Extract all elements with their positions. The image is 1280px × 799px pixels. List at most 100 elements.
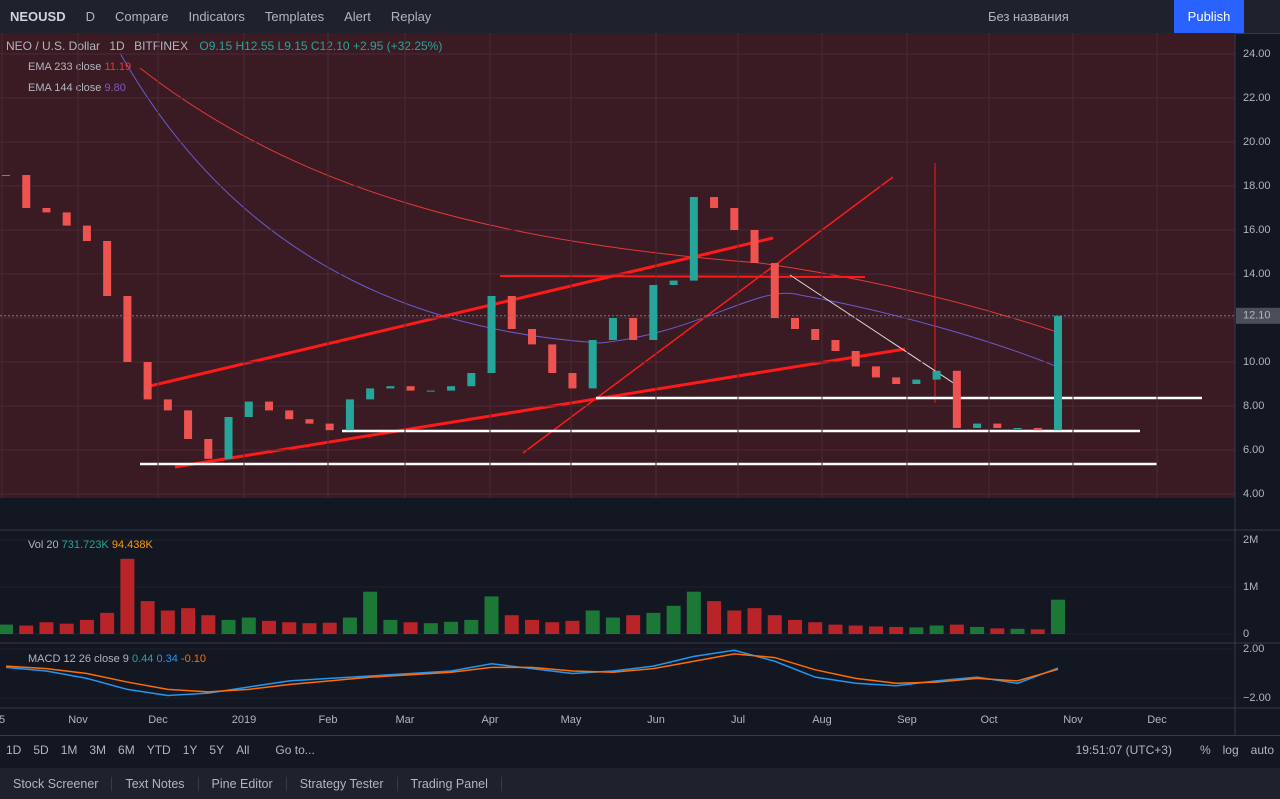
y-tick-label: 2.00 [1243, 643, 1264, 655]
volume-bar [585, 610, 600, 634]
toolbar: NEOUSD D Compare Indicators Templates Alert… [0, 0, 1280, 34]
y-tick-label: 2M [1243, 534, 1258, 546]
candle [912, 379, 921, 384]
candle [831, 340, 840, 351]
volume-bar [100, 612, 115, 634]
volume-bar [868, 626, 883, 634]
range-button[interactable]: All [236, 743, 250, 757]
scale-option[interactable]: % [1199, 743, 1211, 757]
ema-233 [139, 67, 1061, 334]
toolbar-button[interactable]: Replay [390, 9, 432, 24]
trend-line [789, 274, 959, 387]
volume-bar [828, 624, 843, 634]
tab-bar: Stock Screener Text Notes Pine Editor Strat… [0, 768, 1280, 799]
y-tick-label: 4.00 [1243, 488, 1264, 500]
candle [224, 417, 233, 459]
candle [710, 197, 719, 208]
y-tick-label: 0 [1243, 628, 1249, 640]
candle [123, 296, 132, 362]
interval[interactable]: D [85, 9, 96, 24]
ema-value: 11.19 [104, 61, 131, 73]
volume-bar [605, 617, 620, 634]
volume-bar [342, 617, 357, 634]
candle [770, 263, 779, 318]
volume-bar [909, 627, 924, 634]
volume-bar [403, 622, 418, 634]
tab[interactable]: Pine Editor [199, 776, 287, 791]
range-button[interactable]: 3M [89, 743, 107, 757]
legend-title: NEO / U.S. Dollar 1D BITFINEX O9.15 H12.… [6, 39, 442, 53]
range-button[interactable]: 6M [118, 743, 135, 757]
volume-bar [646, 612, 661, 634]
tab[interactable]: Text Notes [112, 776, 199, 791]
price-pane [0, 33, 1235, 498]
range-button[interactable]: 1M [60, 743, 78, 757]
candle [811, 329, 820, 340]
candle [548, 344, 557, 373]
macd-signal: -0.10 [181, 653, 206, 665]
volume-bar [626, 615, 641, 634]
range-button[interactable]: 1D [6, 743, 22, 757]
range-button[interactable]: YTD [146, 743, 171, 757]
x-tick-label: Oct [980, 714, 997, 726]
legend-close: C12.10 [311, 39, 350, 53]
toolbar-button[interactable]: Templates [264, 9, 325, 24]
range-button[interactable]: 5D [33, 743, 49, 757]
macd-title: MACD [28, 653, 60, 665]
tab[interactable]: Trading Panel [398, 776, 502, 791]
candle [285, 410, 294, 420]
clock: 19:51:07 (UTC+3) [1075, 743, 1172, 757]
bottom-bar: 1D 5D 1M 3M 6M YTD 1Y 5Y All Go to... 19:51:07 (UT… [0, 735, 1280, 764]
macd-line [5, 649, 1059, 697]
toolbar-button[interactable]: Alert [344, 9, 371, 24]
candle [1033, 428, 1042, 431]
toolbar-button[interactable]: Indicators [188, 9, 245, 24]
vol-ma: 94.438K [112, 539, 154, 551]
macd-legend: MACD 12 26 close 9 0.44 0.34 -0.10 [28, 653, 206, 665]
legend-high: H12.55 [235, 39, 274, 53]
volume-bar [565, 620, 580, 634]
range-button[interactable]: 5Y [209, 743, 225, 757]
last-price-box [1236, 307, 1280, 324]
candle [1013, 428, 1022, 429]
y-tick-label: 20.00 [1243, 136, 1271, 148]
y-tick-label: 14.00 [1243, 268, 1271, 280]
volume-bar [707, 601, 722, 634]
volume-bar [767, 615, 782, 634]
candle [750, 230, 759, 263]
volume-bar [120, 558, 135, 634]
layout-name[interactable]: Без названия [988, 9, 1069, 24]
toolbar-button[interactable]: Compare [115, 9, 169, 24]
range-button[interactable]: 1Y [182, 743, 198, 757]
symbol[interactable]: NEOUSD [10, 9, 66, 24]
x-tick-label: Feb [319, 714, 338, 726]
x-tick-label: Nov [1063, 714, 1083, 726]
tab[interactable]: Stock Screener [0, 776, 113, 791]
scale-option[interactable]: log [1222, 743, 1239, 757]
legend-symbol: NEO / U.S. Dollar [6, 39, 100, 53]
volume-bar [0, 624, 13, 634]
candle [689, 197, 698, 281]
trend-line [522, 176, 894, 454]
candle [345, 399, 354, 431]
goto-button[interactable]: Go to... [275, 743, 315, 757]
candle [406, 386, 415, 391]
candle [851, 351, 860, 367]
legend-open: O9.15 [199, 39, 232, 53]
volume-bar [423, 623, 438, 634]
scale-option[interactable]: auto [1250, 743, 1274, 757]
candle [871, 366, 880, 378]
tab[interactable]: Strategy Tester [287, 776, 398, 791]
candle [568, 373, 577, 389]
volume-bar [282, 622, 297, 634]
x-tick-label: Dec [1147, 714, 1167, 726]
trend-line [149, 236, 774, 388]
ema-name: EMA 233 close [28, 61, 101, 73]
candle [325, 423, 334, 431]
candle [973, 423, 982, 428]
candle [62, 212, 71, 226]
legend: NEO / U.S. Dollar 1D BITFINEX O9.15 H12.… [6, 39, 442, 665]
volume-bar [221, 619, 236, 634]
publish-button[interactable]: Publish [1174, 0, 1244, 33]
